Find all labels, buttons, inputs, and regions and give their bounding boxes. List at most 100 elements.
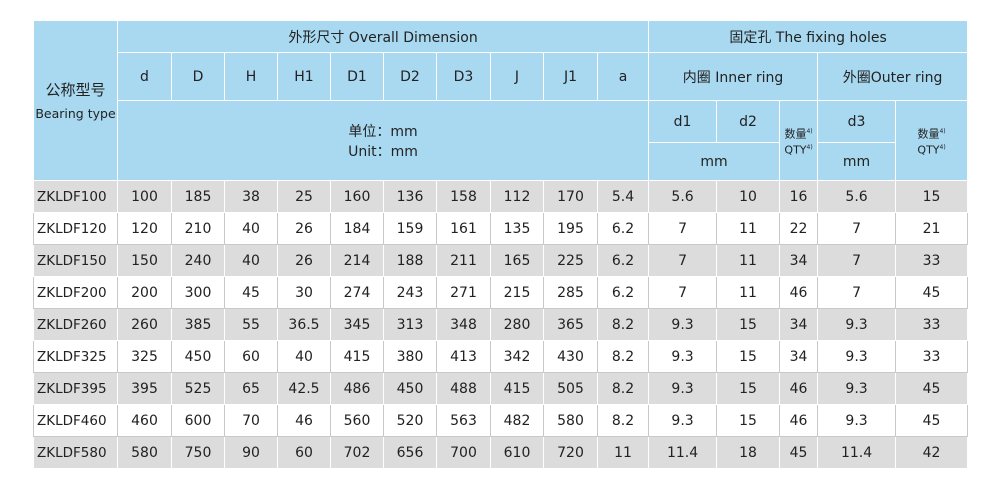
cell: 300 [171, 276, 225, 309]
bearing-model: ZKLDF100 [33, 180, 118, 213]
bearing-table: 公称型号 Bearing type 外形尺寸 Overall Dimension … [33, 20, 969, 469]
cell: 580 [543, 404, 598, 437]
cell: 274 [330, 276, 384, 309]
qty-en: QTY [784, 143, 807, 157]
cell: 5.6 [648, 180, 718, 213]
unit-cell: 单位：mm Unit：mm [116, 100, 650, 181]
cell: 505 [543, 372, 598, 405]
column-header: D [171, 52, 225, 101]
cell: 15 [716, 372, 781, 405]
cell: 60 [277, 436, 331, 469]
cell: 9.3 [648, 404, 718, 437]
cell: 271 [436, 276, 491, 309]
cell: 482 [490, 404, 544, 437]
table-row: ZKLDF150 150 240 40 26 214 188 211 165 225 6.2 7 11 3… [33, 244, 969, 277]
bearing-model: ZKLDF395 [33, 372, 118, 405]
cell: 413 [436, 340, 491, 373]
cell: 15 [895, 180, 969, 213]
cell: 33 [895, 340, 969, 373]
table-row: ZKLDF395 395 525 65 42.5 486 450 488 415 505 8.2 9.… [33, 372, 969, 405]
qty-en: QTY [917, 143, 940, 157]
cell: 136 [383, 180, 437, 213]
cell: 656 [383, 436, 437, 469]
cell: 11.4 [648, 436, 718, 469]
cell: 34 [779, 340, 819, 373]
column-header: a [596, 52, 650, 101]
d1-header: d1 [648, 100, 718, 143]
cell: 11 [716, 276, 781, 309]
qty-note: 4) [939, 127, 946, 135]
cell: 8.2 [596, 340, 650, 373]
cell: 280 [490, 308, 544, 341]
qty-cn: 数量 [917, 127, 940, 141]
table-row: ZKLDF120 120 210 40 26 184 159 161 135 195 6.2 7 11 2… [33, 212, 969, 245]
mm-inner: mm [648, 142, 781, 181]
cell: 165 [490, 244, 544, 277]
bearing-model: ZKLDF260 [33, 308, 118, 341]
cell: 18 [716, 436, 781, 469]
cell: 170 [543, 180, 598, 213]
cell: 325 [117, 340, 172, 373]
cell: 40 [277, 340, 331, 373]
column-header: J [490, 52, 544, 101]
cell: 42.5 [277, 372, 331, 405]
cell: 580 [117, 436, 172, 469]
cell: 90 [224, 436, 278, 469]
cell: 702 [330, 436, 384, 469]
cell: 720 [543, 436, 598, 469]
cell: 380 [383, 340, 437, 373]
cell: 345 [330, 308, 384, 341]
cell: 486 [330, 372, 384, 405]
cell: 55 [224, 308, 278, 341]
cell: 188 [383, 244, 437, 277]
qty-note: 4) [939, 143, 946, 151]
cell: 195 [543, 212, 598, 245]
cell: 313 [383, 308, 437, 341]
cell: 700 [436, 436, 491, 469]
column-header: D1 [330, 52, 384, 101]
table-row: ZKLDF460 460 600 70 46 560 520 563 482 580 8.2 9.3 1… [33, 404, 969, 437]
cell: 563 [436, 404, 491, 437]
cell: 200 [117, 276, 172, 309]
d2-header: d2 [716, 100, 781, 143]
column-header: J1 [543, 52, 598, 101]
qty-cn: 数量 [784, 127, 807, 141]
cell: 16 [779, 180, 819, 213]
bearing-type-cell: 公称型号 Bearing type [33, 20, 118, 181]
bearing-model: ZKLDF580 [33, 436, 118, 469]
cell: 6.2 [596, 212, 650, 245]
inner-ring: 内圈 Inner ring [648, 52, 819, 101]
column-header: D3 [436, 52, 491, 101]
bearing-type-cn: 公称型号 [45, 81, 106, 99]
cell: 7 [648, 212, 718, 245]
cell: 34 [779, 308, 819, 341]
cell: 460 [117, 404, 172, 437]
cell: 46 [779, 404, 819, 437]
cell: 750 [171, 436, 225, 469]
cell: 215 [490, 276, 544, 309]
cell: 38 [224, 180, 278, 213]
table-row: ZKLDF200 200 300 45 30 274 243 271 215 285 6.2 7 11 4… [33, 276, 969, 309]
cell: 365 [543, 308, 598, 341]
table-header: 公称型号 Bearing type 外形尺寸 Overall Dimension … [33, 20, 969, 181]
cell: 560 [330, 404, 384, 437]
cell: 184 [330, 212, 384, 245]
cell: 600 [171, 404, 225, 437]
cell: 342 [490, 340, 544, 373]
cell: 211 [436, 244, 491, 277]
bearing-model: ZKLDF200 [33, 276, 118, 309]
qty-note: 4) [806, 127, 813, 135]
cell: 36.5 [277, 308, 331, 341]
cell: 285 [543, 276, 598, 309]
cell: 65 [224, 372, 278, 405]
cell: 210 [171, 212, 225, 245]
qty-inner: 数量4) QTY4) [779, 100, 819, 181]
cell: 46 [277, 404, 331, 437]
cell: 243 [383, 276, 437, 309]
cell: 11 [716, 244, 781, 277]
qty-note: 4) [806, 143, 813, 151]
cell: 26 [277, 244, 331, 277]
cell: 26 [277, 212, 331, 245]
cell: 7 [648, 276, 718, 309]
cell: 395 [117, 372, 172, 405]
